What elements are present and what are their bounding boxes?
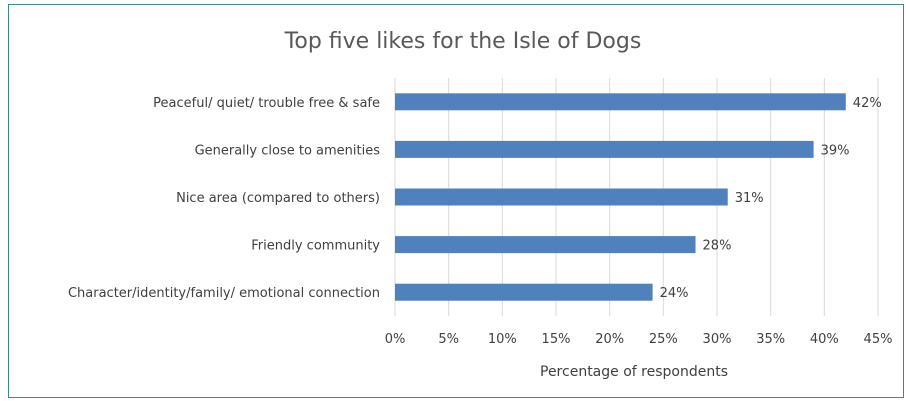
x-tick-label: 25% — [649, 332, 678, 347]
bar — [395, 283, 653, 301]
data-label: 39% — [821, 143, 850, 158]
chart-title: Top five likes for the Isle of Dogs — [284, 29, 642, 54]
category-label: Peaceful/ quiet/ trouble free & safe — [153, 96, 380, 111]
x-tick-labels: 0% 5% 10% 15% 20% 25% 30% 35% 40% 45% — [385, 332, 893, 347]
data-label: 24% — [660, 286, 689, 301]
category-label: Character/identity/family/ emotional con… — [68, 286, 380, 301]
bars — [395, 93, 846, 301]
x-tick-label: 5% — [438, 332, 459, 347]
x-tick-label: 30% — [703, 332, 732, 347]
grid-lines — [394, 78, 879, 316]
category-label: Friendly community — [251, 239, 380, 254]
x-tick-label: 15% — [542, 332, 571, 347]
category-label: Generally close to amenities — [195, 143, 381, 158]
x-tick-label: 35% — [756, 332, 785, 347]
category-labels: Peaceful/ quiet/ trouble free & safe Gene… — [68, 96, 380, 301]
x-tick-label: 0% — [385, 332, 406, 347]
category-label: Nice area (compared to others) — [176, 191, 380, 206]
bar — [395, 140, 814, 158]
bar — [395, 188, 728, 206]
x-tick-label: 40% — [810, 332, 839, 347]
data-labels: 42% 39% 31% 28% 24% — [660, 96, 882, 301]
x-axis-title: Percentage of respondents — [540, 364, 728, 380]
data-label: 31% — [735, 191, 764, 206]
x-tick-label: 45% — [864, 332, 893, 347]
data-label: 28% — [703, 239, 732, 254]
data-label: 42% — [853, 96, 882, 111]
x-tick-label: 20% — [595, 332, 624, 347]
bar — [395, 236, 696, 254]
x-tick-label: 10% — [488, 332, 517, 347]
bar — [395, 93, 846, 111]
